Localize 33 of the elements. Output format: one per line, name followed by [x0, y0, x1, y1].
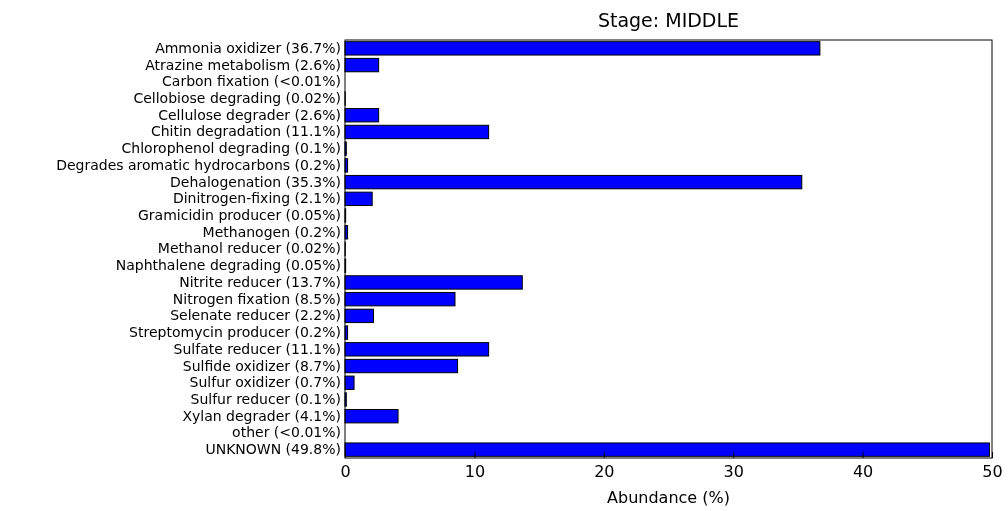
y-tick-label: Dehalogenation (35.3%): [170, 173, 341, 190]
y-tick-label: Cellobiose degrading (0.02%): [133, 90, 341, 106]
y-tick-label: Methanogen (0.2%): [202, 223, 341, 240]
y-tick-label: Degrades aromatic hydrocarbons (0.2%): [56, 156, 341, 173]
chart-title: Stage: MIDDLE: [597, 9, 740, 31]
y-tick-label: Dinitrogen-fixing (2.1%): [172, 190, 341, 207]
y-tick-label: Carbon fixation (<0.01%): [162, 73, 341, 90]
x-axis-title: Abundance (%): [607, 488, 730, 507]
y-tick-label: Gramicidin producer (0.05%): [138, 207, 341, 224]
y-tick-label: Methanol reducer (0.02%): [157, 240, 341, 257]
x-tick-label: 10: [464, 462, 486, 482]
x-tick-label: 30: [723, 462, 744, 482]
y-tick-label: other (<0.01%): [232, 424, 341, 441]
y-tick-label: Ammonia oxidizer (36.7%): [155, 39, 341, 56]
x-tick-label: 40: [852, 462, 874, 482]
y-tick-label: UNKNOWN (49.8%): [205, 441, 341, 458]
y-tick-label: Atrazine metabolism (2.6%): [145, 56, 341, 73]
y-tick-label: Streptomycin producer (0.2%): [129, 324, 341, 341]
y-tick-label: Naphthalene degrading (0.05%): [115, 257, 341, 274]
y-tick-label: Xylan degrader (4.1%): [182, 407, 341, 424]
y-tick-label: Sulfide oxidizer (8.7%): [182, 357, 341, 374]
y-tick-label: Nitrogen fixation (8.5%): [172, 290, 341, 307]
y-tick-label: Sulfur oxidizer (0.7%): [189, 374, 341, 391]
y-tick-label: Nitrite reducer (13.7%): [179, 273, 341, 290]
y-tick-label: Chitin degradation (11.1%): [150, 123, 341, 140]
x-tick-label: 50: [982, 462, 1003, 482]
x-tick-label: 20: [594, 462, 615, 482]
y-tick-label: Chlorophenol degrading (0.1%): [121, 140, 341, 157]
y-tick-label: Selenate reducer (2.2%): [170, 307, 341, 324]
x-tick-label: 0: [340, 462, 351, 482]
y-tick-label: Sulfate reducer (11.1%): [173, 340, 341, 357]
y-tick-label: Sulfur reducer (0.1%): [190, 390, 341, 407]
y-tick-label: Cellulose degrader (2.6%): [158, 106, 341, 123]
